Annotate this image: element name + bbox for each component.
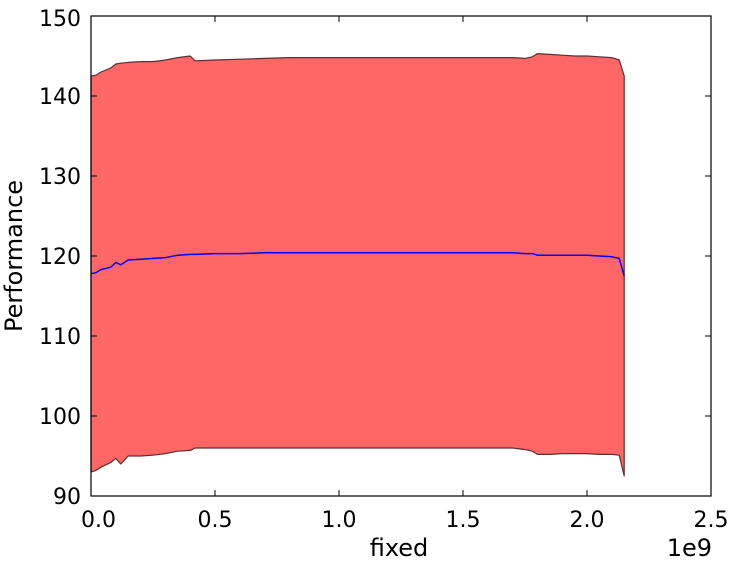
y-tick-label: 100 <box>39 405 81 430</box>
x-axis-label: fixed <box>370 534 429 562</box>
x-axis-offset-label: 1e9 <box>667 534 712 562</box>
x-tick-label: 2.0 <box>570 508 605 533</box>
y-axis-label: Performance <box>0 180 28 332</box>
y-tick-label: 120 <box>39 245 81 270</box>
y-tick-label: 90 <box>53 485 81 510</box>
x-tick-label: 1.5 <box>446 508 481 533</box>
x-tick-label: 0.0 <box>81 508 116 533</box>
mean-line <box>90 252 625 277</box>
y-tick-label: 150 <box>39 7 81 32</box>
x-tick-label: 1.0 <box>322 508 357 533</box>
y-tick-label: 140 <box>39 85 81 110</box>
axis-ticks: 0.0 0.5 1.0 1.5 2.0 2.5 90 100 110 120 130 140 150 <box>39 7 729 533</box>
x-tick-label: 2.5 <box>694 508 729 533</box>
std-band-area <box>90 52 625 477</box>
chart-marks <box>90 52 625 477</box>
y-tick-label: 110 <box>39 325 81 350</box>
x-tick-label: 0.5 <box>198 508 233 533</box>
y-tick-label: 130 <box>39 165 81 190</box>
